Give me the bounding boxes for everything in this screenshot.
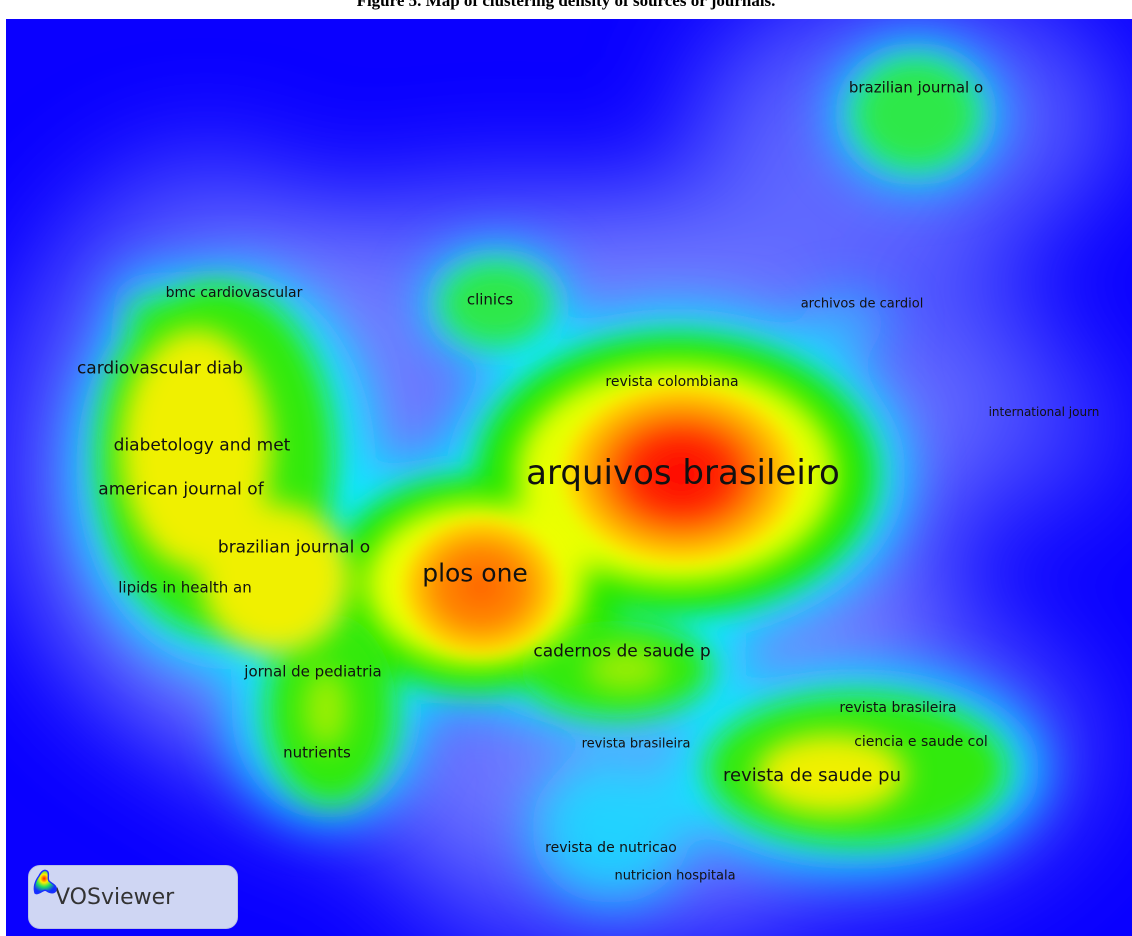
label-cardiovascular-diab[interactable]: cardiovascular diab [76,358,244,379]
label-revista-brasileira-mid[interactable]: revista brasileira [581,736,691,752]
label-nutricion-hospitala[interactable]: nutricion hospitala [614,868,736,884]
label-revista-de-nutricao[interactable]: revista de nutricao [545,840,677,856]
label-revista-brasileira-right[interactable]: revista brasileira [839,700,957,716]
label-revista-colombiana[interactable]: revista colombiana [605,374,739,390]
density-map: brazilian journal o bmc cardiovascular c… [6,19,1132,936]
label-cadernos-de-saude-p[interactable]: cadernos de saude p [533,641,711,662]
label-arquivos-brasileiro[interactable]: arquivos brasileiro [526,453,840,493]
label-american-journal-of[interactable]: american journal of [98,479,264,500]
vosviewer-logo-icon [33,869,57,895]
label-brazilian-journal-o-left[interactable]: brazilian journal o [217,537,371,558]
vosviewer-logo-text: VOSviewer [55,884,175,910]
label-diabetology-and-met[interactable]: diabetology and met [113,435,291,456]
hot-layer [403,384,799,655]
label-lipids-in-health-an[interactable]: lipids in health an [118,578,252,597]
label-ciencia-e-saude-col[interactable]: ciencia e saude col [854,734,988,750]
label-revista-de-saude-pu[interactable]: revista de saude pu [722,765,902,786]
density-visualization [6,19,1132,936]
label-archivos-de-cardiol[interactable]: archivos de cardiol [800,296,924,312]
label-plos-one[interactable]: plos one [422,558,528,588]
vosviewer-logo: VOSviewer [28,865,238,929]
label-jornal-de-pediatria[interactable]: jornal de pediatria [244,662,382,681]
label-nutrients[interactable]: nutrients [283,743,351,762]
label-international-journ[interactable]: international journ [988,405,1100,419]
label-clinics[interactable]: clinics [466,290,514,309]
label-brazilian-journal-o-top[interactable]: brazilian journal o [848,78,984,97]
label-bmc-cardiovascular[interactable]: bmc cardiovascular [165,285,303,301]
figure-caption: Figure 5. Map of clustering density of s… [356,0,776,10]
